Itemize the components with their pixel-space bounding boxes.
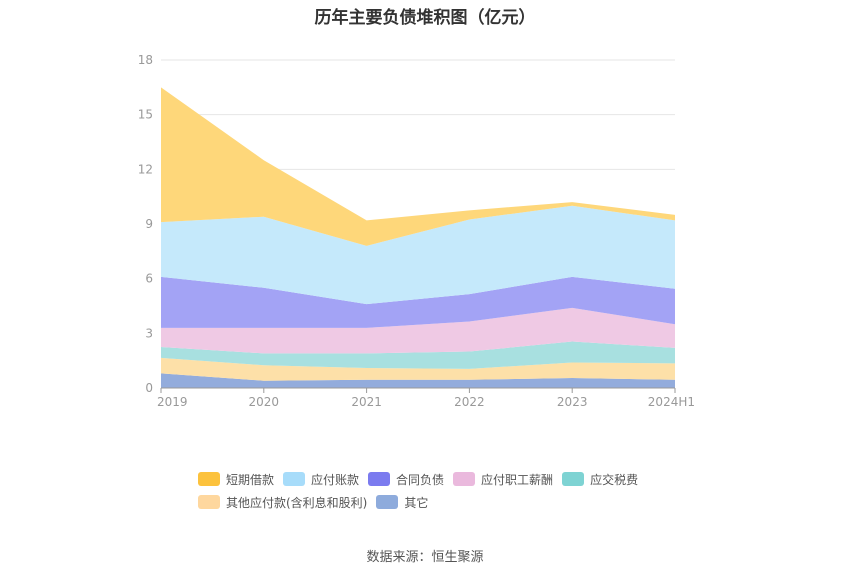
- legend-item[interactable]: 合同负债: [368, 471, 444, 487]
- legend-label: 应付职工薪酬: [481, 471, 553, 488]
- legend-label: 应交税费: [590, 471, 638, 488]
- legend-label: 合同负债: [396, 471, 444, 488]
- y-tick-label: 15: [138, 108, 153, 122]
- x-tick-label: 2022: [454, 395, 485, 409]
- y-tick-label: 12: [138, 162, 153, 176]
- x-axis-ticks: 2019 2020 2021 2022 2023 2024H1: [157, 388, 695, 409]
- x-tick-label: 2023: [557, 395, 588, 409]
- legend-swatch: [376, 495, 398, 509]
- legend-label: 其它: [404, 494, 428, 511]
- y-tick-label: 0: [145, 381, 153, 395]
- data-source: 数据来源：恒生聚源: [0, 546, 850, 565]
- y-axis-ticks: 0 3 6 9 12 15 18: [138, 53, 153, 395]
- legend-label: 其他应付款(含利息和股利): [226, 494, 367, 511]
- legend-swatch: [562, 472, 584, 486]
- legend-label: 应付账款: [311, 471, 359, 488]
- legend-item[interactable]: 短期借款: [198, 471, 274, 487]
- x-tick-label: 2019: [157, 395, 188, 409]
- legend-swatch: [453, 472, 475, 486]
- legend-item[interactable]: 其它: [376, 494, 428, 510]
- legend-swatch: [368, 472, 390, 486]
- x-tick-label: 2024H1: [648, 395, 695, 409]
- legend-swatch: [198, 495, 220, 509]
- legend-swatch: [198, 472, 220, 486]
- y-tick-label: 3: [145, 326, 153, 340]
- y-tick-label: 9: [145, 217, 153, 231]
- area-series: [161, 87, 675, 388]
- legend-label: 短期借款: [226, 471, 274, 488]
- stacked-area-chart: 0 3 6 9 12 15 18 2019 2020 2021 2022 2023 2024H1: [0, 0, 850, 460]
- x-tick-label: 2021: [351, 395, 382, 409]
- y-tick-label: 18: [138, 53, 153, 67]
- legend-item[interactable]: 应交税费: [562, 471, 638, 487]
- legend-item[interactable]: 其他应付款(含利息和股利): [198, 494, 367, 510]
- legend-swatch: [283, 472, 305, 486]
- legend-item[interactable]: 应付账款: [283, 471, 359, 487]
- legend: 短期借款 应付账款 合同负债 应付职工薪酬 应交税费其他应付款(含利息和股利) 其它: [198, 471, 658, 517]
- y-tick-label: 6: [145, 272, 153, 286]
- x-tick-label: 2020: [249, 395, 280, 409]
- legend-item[interactable]: 应付职工薪酬: [453, 471, 553, 487]
